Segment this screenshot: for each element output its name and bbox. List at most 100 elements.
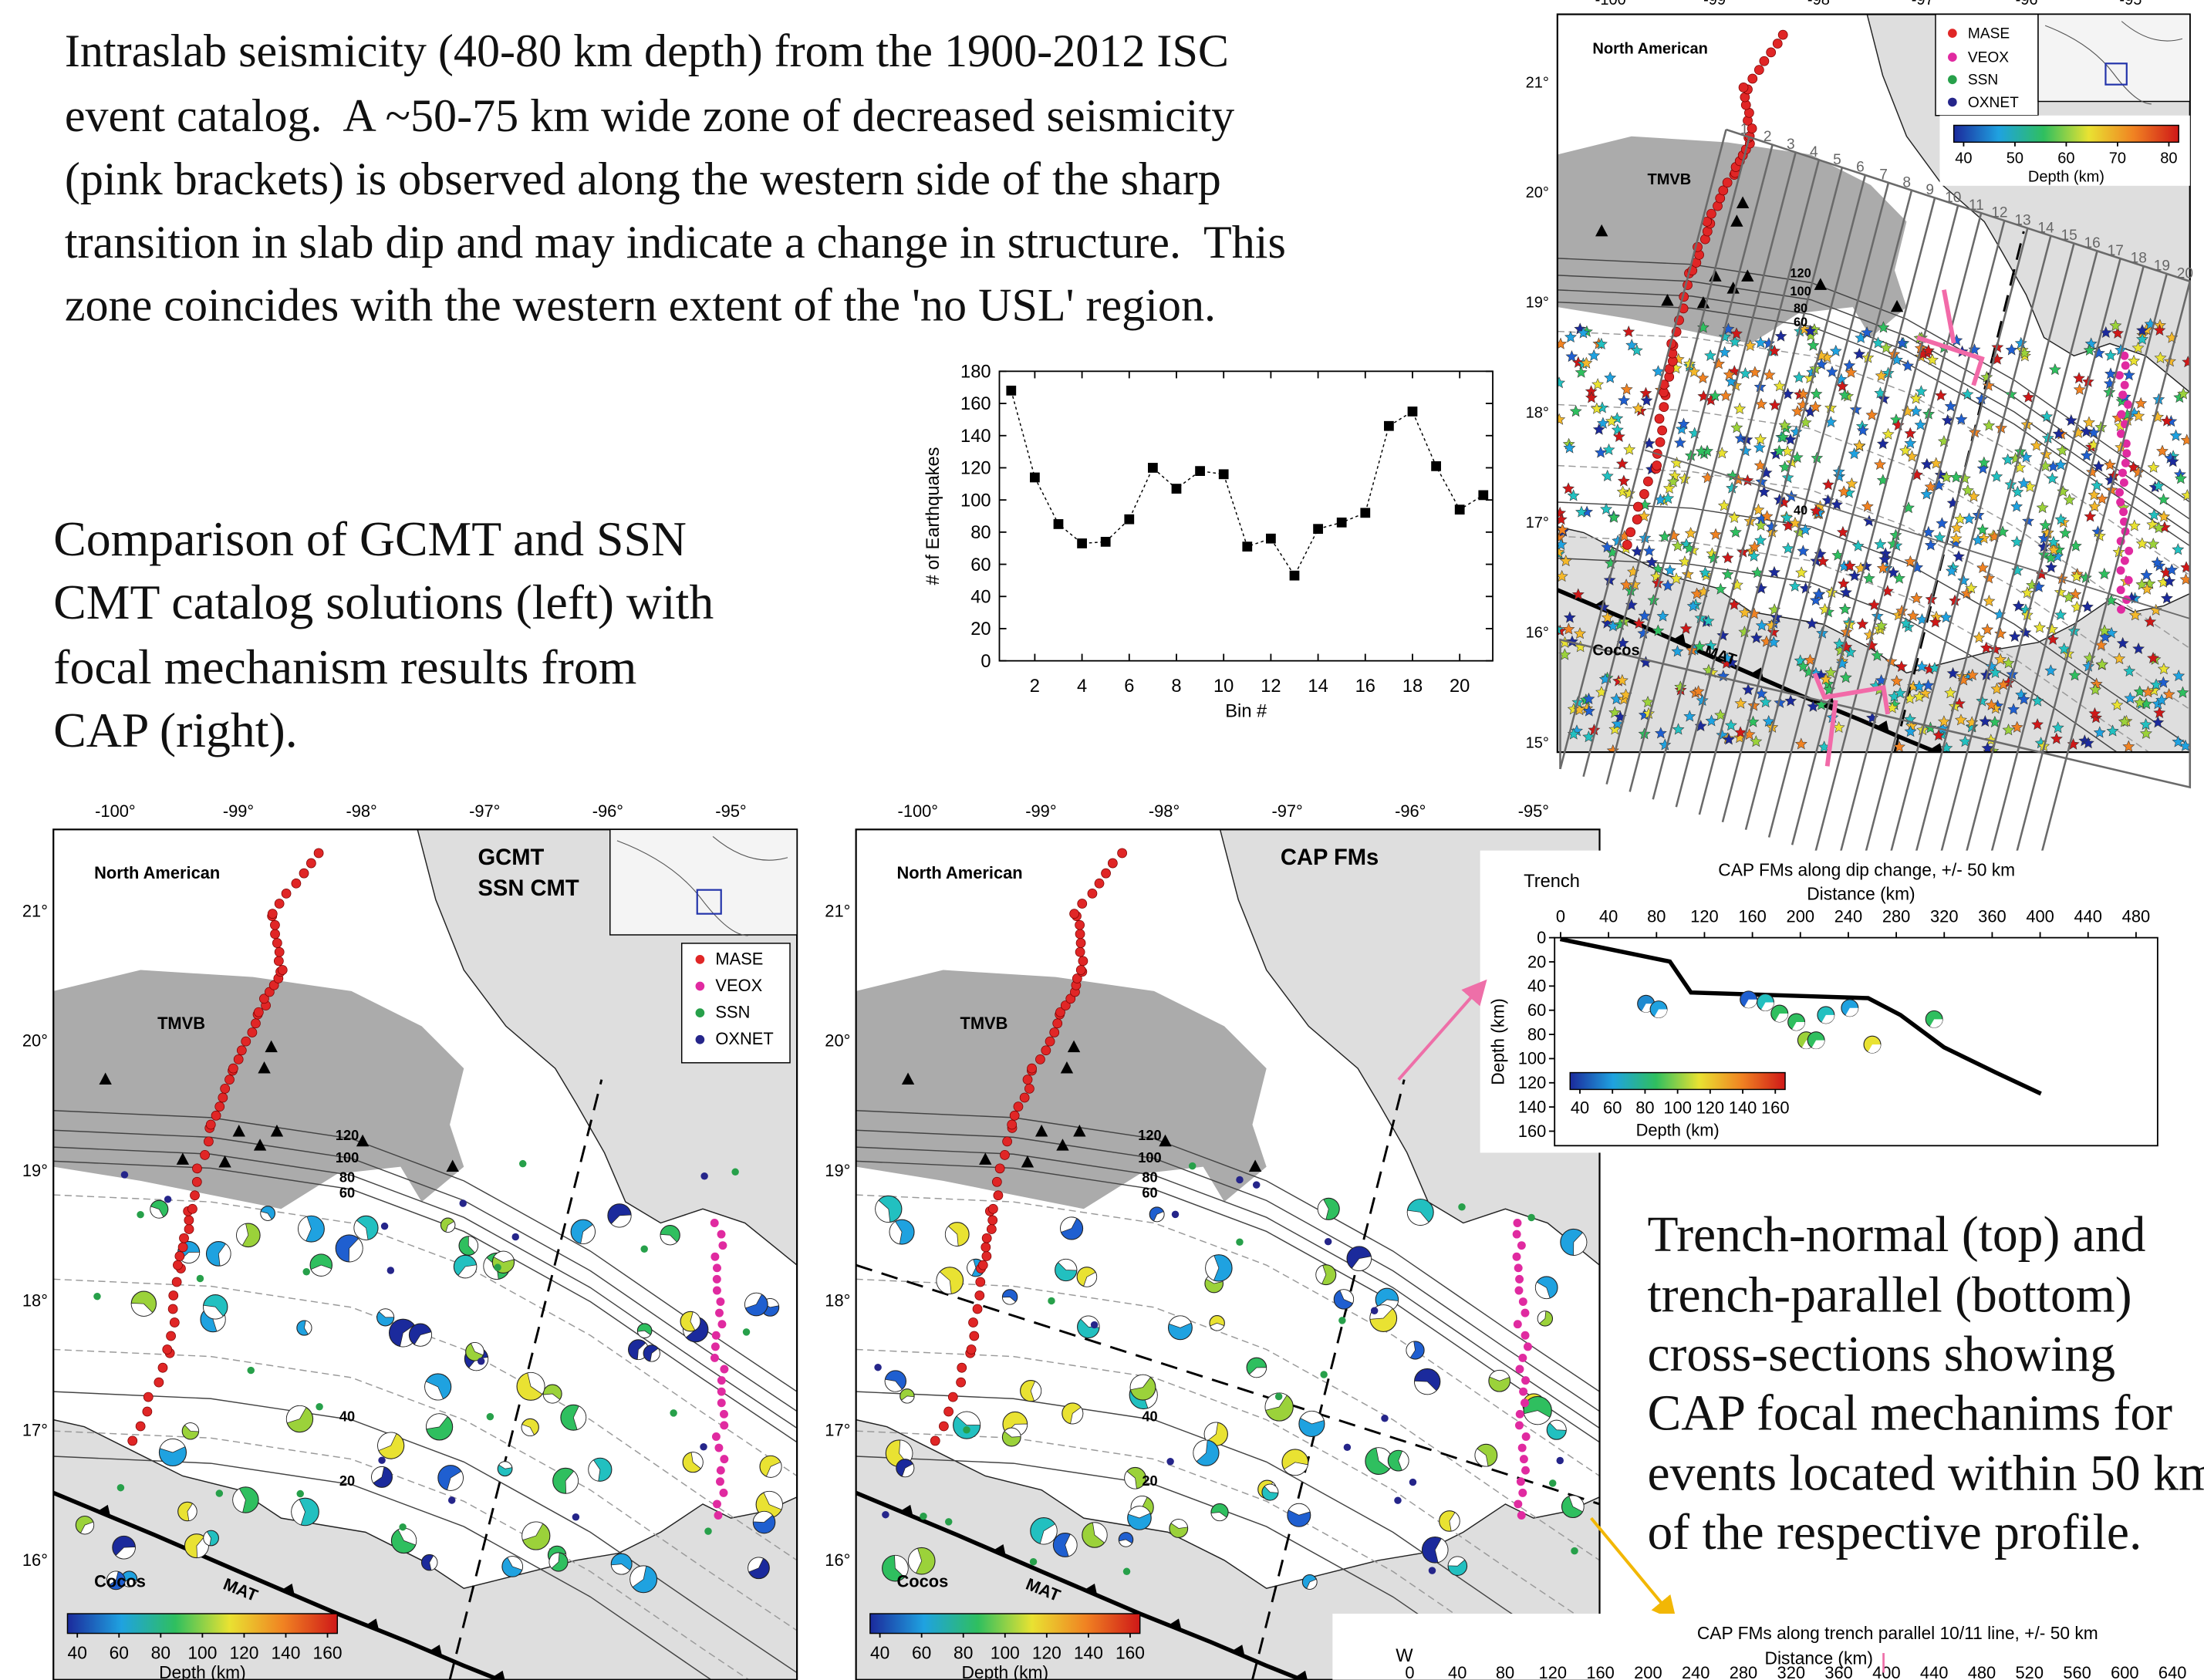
event-star bbox=[1729, 525, 1742, 538]
event-star bbox=[1760, 466, 1773, 478]
mase-station bbox=[192, 1163, 202, 1174]
latitude-label: 19° bbox=[825, 1161, 850, 1180]
paragraph-line: event catalog. A ~50-75 km wide zone of … bbox=[65, 90, 1234, 142]
event-star bbox=[1588, 349, 1601, 361]
focal-mechanism-quadrant bbox=[429, 1555, 438, 1571]
station bbox=[137, 1210, 144, 1219]
mase-station bbox=[1000, 1149, 1010, 1160]
event-star bbox=[2179, 572, 2190, 585]
focal-mechanism-quadrant bbox=[1288, 1503, 1311, 1516]
event-star bbox=[2080, 449, 2093, 461]
contour-label: 20 bbox=[1142, 1473, 1157, 1489]
mase-station bbox=[1024, 1083, 1034, 1094]
station bbox=[1458, 1203, 1466, 1211]
event-star bbox=[1799, 523, 1812, 535]
trench-tooth bbox=[899, 1504, 913, 1517]
focal-mechanism-quadrant bbox=[1414, 1381, 1437, 1395]
station bbox=[120, 1171, 129, 1179]
event-star bbox=[1777, 430, 1790, 443]
veox-station bbox=[1515, 1409, 1524, 1419]
longitude-label: -98° bbox=[1807, 0, 1836, 8]
station bbox=[296, 1489, 304, 1498]
event-star bbox=[2017, 477, 2030, 489]
event-star bbox=[1957, 574, 1970, 586]
focal-mechanism-quadrant bbox=[1128, 1506, 1151, 1519]
event-star bbox=[1862, 572, 1875, 584]
bin-label: 19 bbox=[2154, 258, 2170, 275]
volcano bbox=[1034, 1124, 1048, 1137]
paragraph-line: Trench-normal (top) and bbox=[1647, 1207, 2145, 1263]
event-star bbox=[2133, 685, 2146, 697]
event-star bbox=[2176, 686, 2189, 698]
event-star bbox=[2054, 608, 2067, 621]
event-star bbox=[2095, 492, 2108, 504]
focal-mechanism-quadrant bbox=[1537, 1311, 1547, 1324]
veox-station bbox=[2118, 468, 2127, 477]
veox-station bbox=[1518, 1297, 1527, 1307]
event-star bbox=[1734, 697, 1747, 709]
station bbox=[1394, 1496, 1402, 1504]
callout-arrow bbox=[1590, 1516, 1677, 1621]
event-star bbox=[1580, 356, 1593, 369]
x-tick-label: 520 bbox=[2016, 1663, 2044, 1680]
event-star bbox=[2022, 390, 2035, 403]
focal-mechanism-quadrant bbox=[580, 1224, 596, 1244]
x-tick-label: 8 bbox=[1171, 676, 1181, 697]
latitude-label: 20° bbox=[1526, 184, 1549, 201]
event-star bbox=[1983, 595, 1996, 607]
station bbox=[742, 1328, 751, 1336]
latitude-label: 17° bbox=[22, 1421, 48, 1440]
veox-station bbox=[2117, 605, 2125, 614]
station bbox=[1324, 1237, 1332, 1246]
event-star bbox=[1893, 572, 1905, 584]
mase-station bbox=[270, 919, 280, 930]
event-star bbox=[1981, 623, 1994, 636]
slab-contour-dashed bbox=[53, 1348, 798, 1631]
latitude-label: 16° bbox=[825, 1550, 850, 1570]
veox-station bbox=[1516, 1477, 1525, 1486]
event-star bbox=[1920, 487, 1933, 500]
event-star bbox=[1824, 666, 1838, 678]
mase-station bbox=[190, 1190, 200, 1201]
event-star bbox=[1795, 566, 1808, 579]
station bbox=[459, 1199, 467, 1207]
event-star bbox=[1754, 519, 1767, 531]
y-tick-label: 80 bbox=[970, 523, 991, 543]
event-star bbox=[1557, 545, 1565, 558]
x-tick-label: 0 bbox=[1556, 907, 1565, 926]
event-star bbox=[1748, 366, 1761, 378]
legend-marker bbox=[1948, 52, 1957, 62]
veox-station bbox=[718, 1241, 727, 1250]
data-marker bbox=[1124, 514, 1135, 525]
station bbox=[572, 1513, 580, 1521]
mase-station bbox=[205, 1119, 216, 1130]
event-star bbox=[2153, 323, 2166, 336]
event-star bbox=[2084, 510, 2097, 522]
bin-outline bbox=[1559, 128, 2192, 789]
contour-label: 100 bbox=[336, 1150, 359, 1166]
bin-label: 4 bbox=[1810, 144, 1818, 160]
event-star bbox=[2082, 737, 2094, 749]
event-star bbox=[2007, 703, 2020, 715]
mase-station bbox=[1766, 47, 1777, 58]
veox-station bbox=[2122, 449, 2131, 458]
bin-label: 17 bbox=[2108, 243, 2124, 259]
y-tick-label: 60 bbox=[970, 555, 991, 575]
event-star bbox=[1874, 457, 1886, 471]
longitude-label: -97° bbox=[469, 801, 500, 821]
event-star bbox=[1704, 639, 1717, 651]
trench-tooth bbox=[1876, 720, 1889, 733]
event-star bbox=[2010, 720, 2023, 733]
event-star bbox=[1845, 477, 1858, 490]
veox-station bbox=[712, 1286, 721, 1295]
event-star bbox=[2113, 652, 2126, 664]
event-star bbox=[1838, 485, 1851, 498]
event-star bbox=[2147, 652, 2160, 664]
focal-mechanism-quadrant bbox=[413, 1331, 432, 1347]
event-star bbox=[2154, 351, 2167, 363]
trench-tooth bbox=[993, 1543, 1006, 1557]
event-star bbox=[2005, 343, 2018, 356]
veox-station bbox=[1517, 1241, 1526, 1250]
mase-station bbox=[972, 1304, 983, 1314]
colorbar-tick-label: 100 bbox=[1663, 1098, 1691, 1117]
